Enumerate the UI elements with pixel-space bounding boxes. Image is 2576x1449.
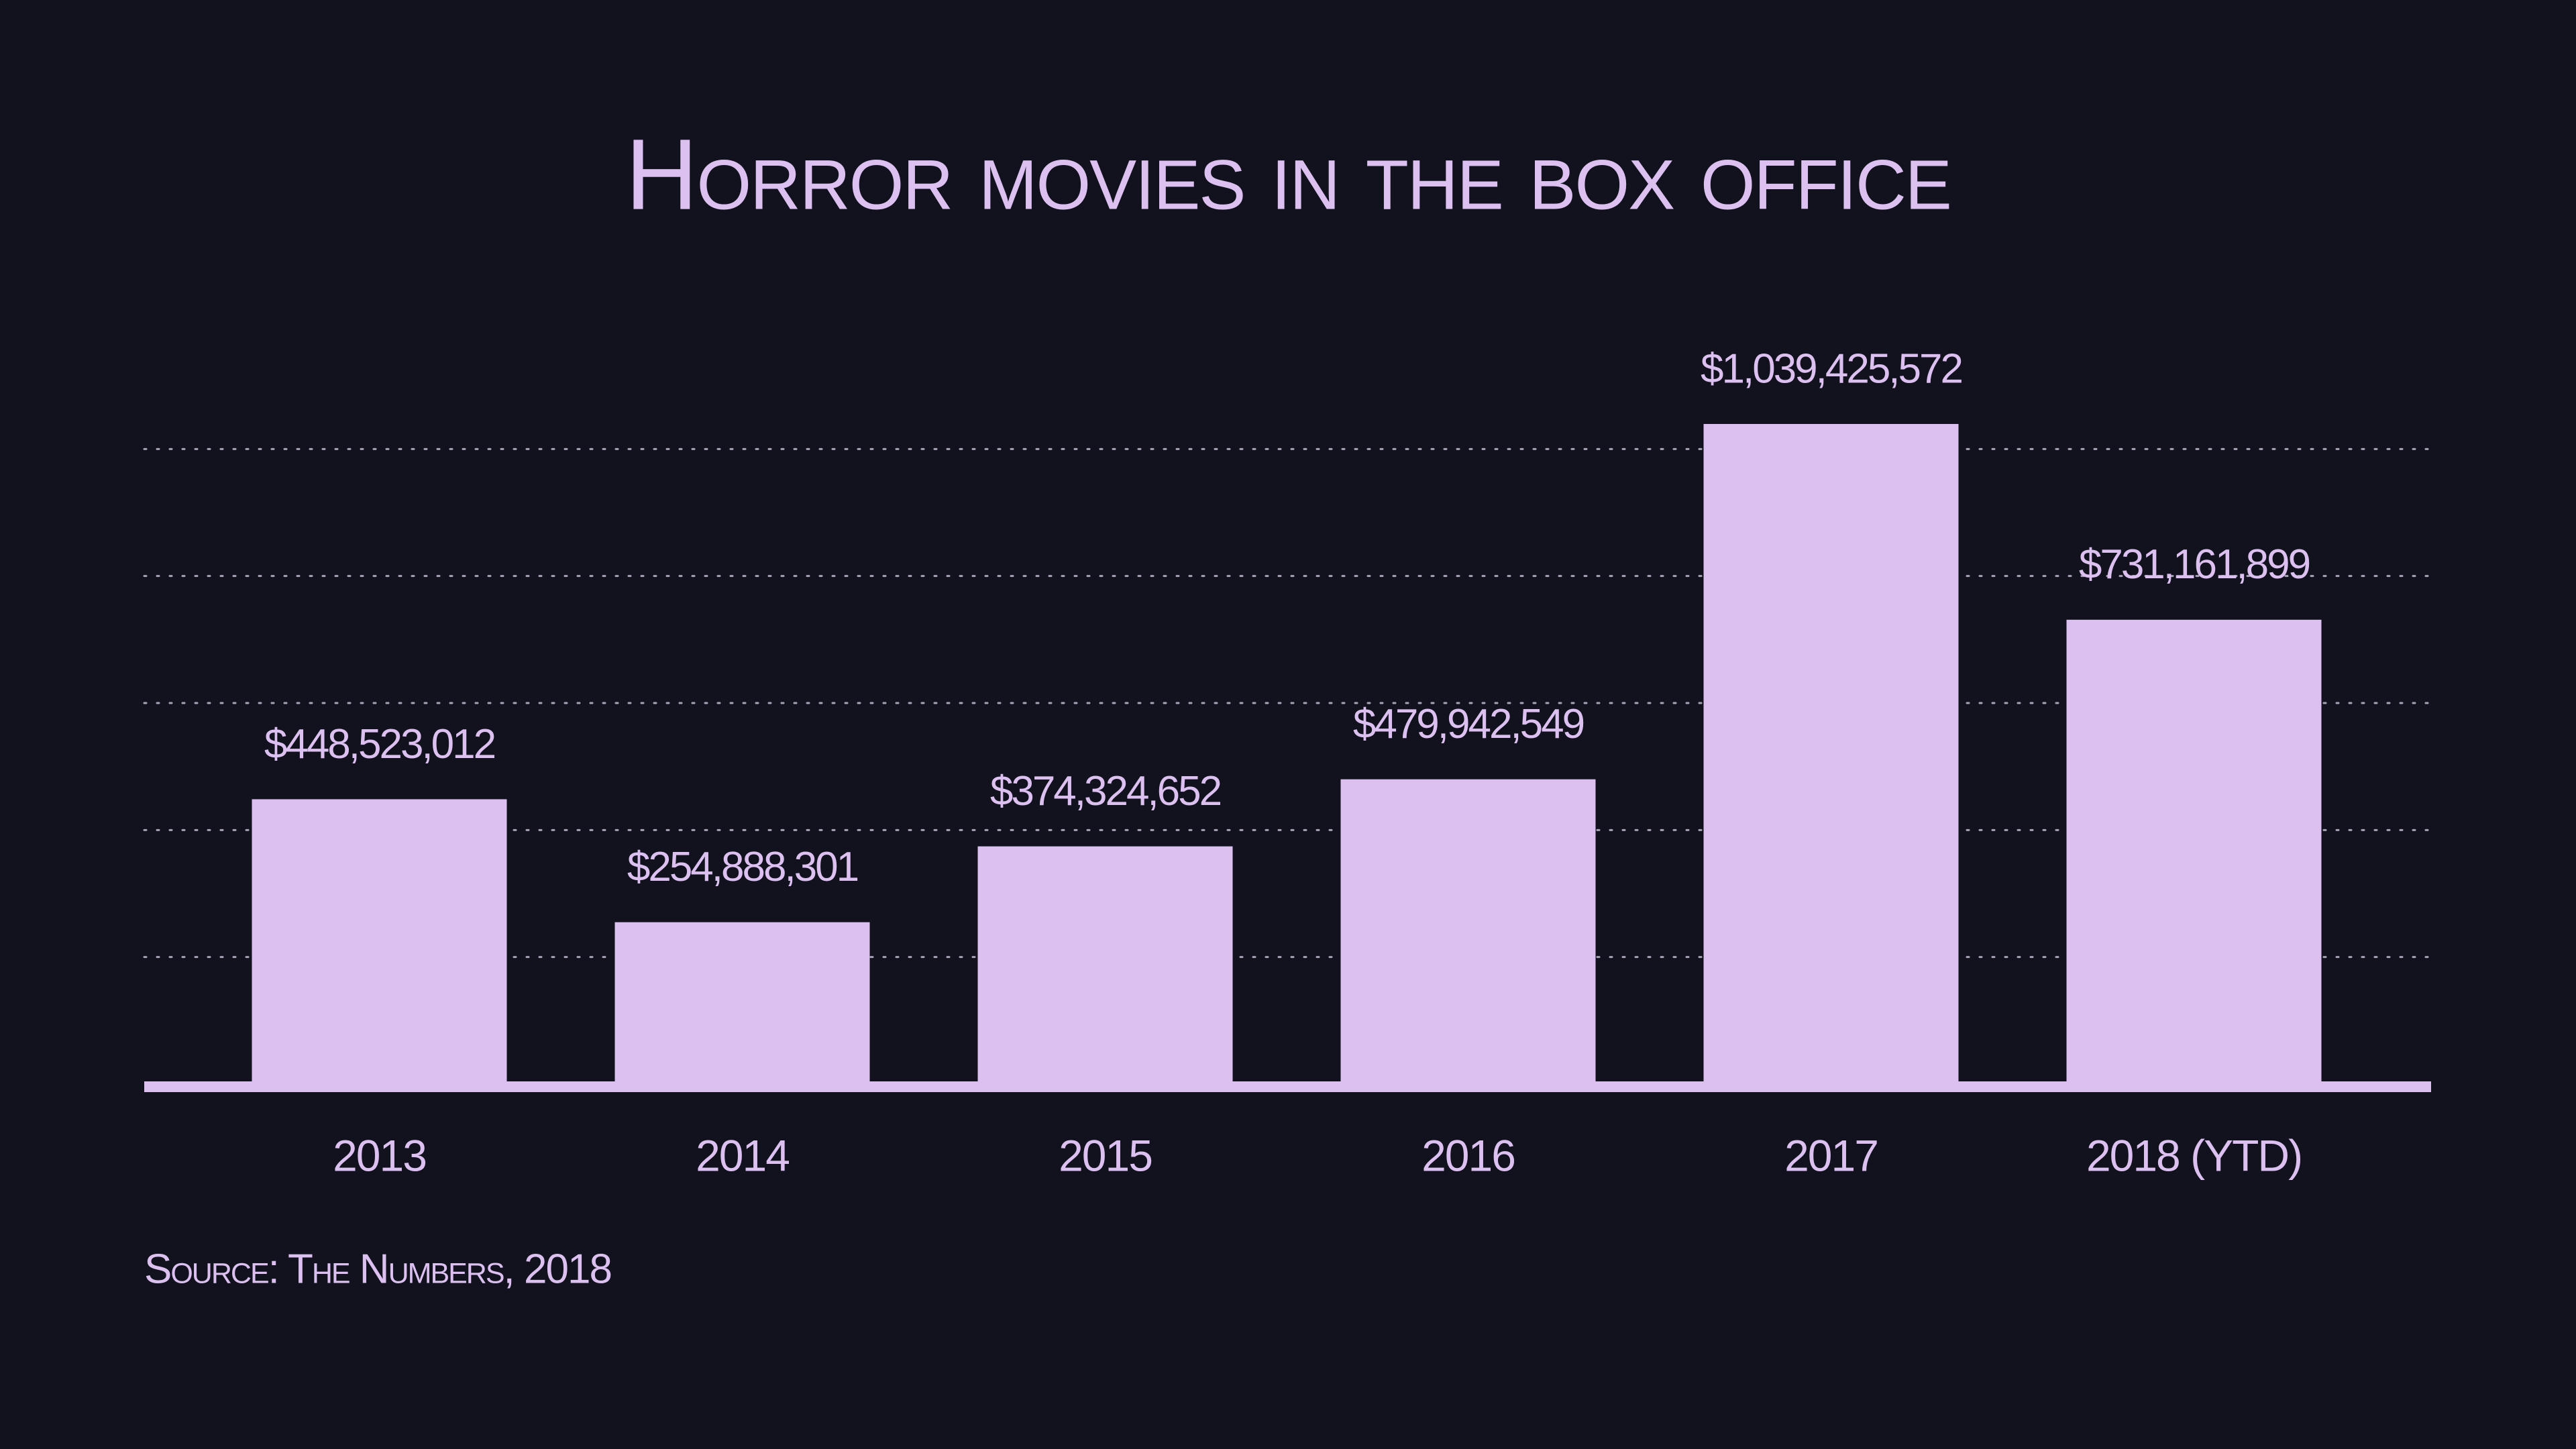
bar bbox=[2066, 619, 2322, 1084]
x-tick-label: 2015 bbox=[1059, 1130, 1152, 1180]
value-label: $448,523,012 bbox=[264, 721, 495, 767]
x-tick-label: 2016 bbox=[1421, 1130, 1515, 1180]
bar bbox=[1340, 779, 1596, 1084]
value-label: $254,888,301 bbox=[627, 844, 858, 890]
bar bbox=[614, 922, 870, 1084]
bar bbox=[977, 846, 1233, 1084]
chart-title: Horror movies in the box office bbox=[625, 118, 1951, 231]
value-label: $1,039,425,572 bbox=[1701, 345, 1962, 392]
x-tick-label: 2013 bbox=[333, 1130, 426, 1180]
bar bbox=[252, 799, 507, 1084]
value-label: $479,942,549 bbox=[1353, 701, 1584, 747]
value-label: $374,324,652 bbox=[990, 768, 1221, 814]
value-label: $731,161,899 bbox=[2079, 541, 2310, 588]
x-tick-label: 2017 bbox=[1784, 1130, 1878, 1180]
bar bbox=[1703, 424, 1959, 1084]
x-tick-label: 2018 (YTD) bbox=[2086, 1130, 2302, 1180]
source-note: Source: The Numbers, 2018 bbox=[144, 1246, 611, 1292]
x-tick-label: 2014 bbox=[696, 1130, 789, 1180]
